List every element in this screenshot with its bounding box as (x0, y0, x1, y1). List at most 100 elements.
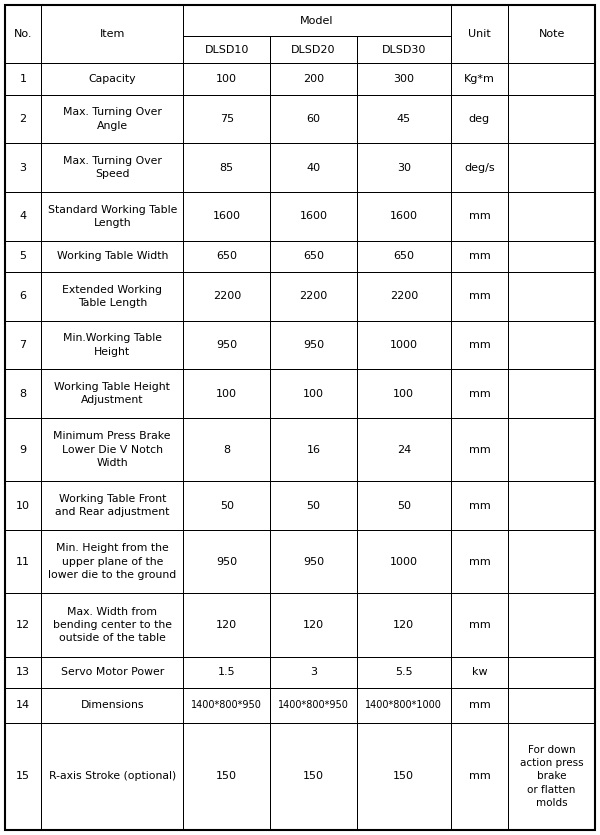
Text: Working Table Height
Adjustment: Working Table Height Adjustment (55, 382, 170, 405)
Bar (508, 530, 595, 594)
Text: DLSD30: DLSD30 (382, 45, 426, 55)
Bar (357, 36, 451, 63)
Text: 120: 120 (393, 620, 415, 630)
Text: 60: 60 (307, 114, 320, 124)
Text: 300: 300 (393, 74, 414, 84)
Bar (451, 94, 508, 144)
Text: 100: 100 (216, 74, 237, 84)
Bar (508, 481, 595, 530)
Text: 1000: 1000 (390, 557, 418, 567)
Text: 950: 950 (216, 557, 238, 567)
Text: mm: mm (469, 772, 490, 782)
Bar (508, 192, 595, 240)
Bar (41, 418, 184, 481)
Text: 650: 650 (393, 251, 414, 261)
Bar (270, 530, 357, 594)
Text: 100: 100 (303, 388, 324, 398)
Text: 30: 30 (397, 163, 411, 173)
Bar (270, 94, 357, 144)
Text: 10: 10 (16, 501, 30, 511)
Bar (5, 63, 41, 94)
Bar (357, 321, 451, 369)
Bar (184, 723, 270, 830)
Text: 950: 950 (216, 340, 238, 350)
Bar (508, 144, 595, 192)
Text: 11: 11 (16, 557, 30, 567)
Text: 14: 14 (16, 701, 30, 711)
Bar (508, 594, 595, 656)
Bar (357, 272, 451, 321)
Text: For down
action press
brake
or flatten
molds: For down action press brake or flatten m… (520, 745, 583, 807)
Text: deg: deg (469, 114, 490, 124)
Text: Working Table Front
and Rear adjustment: Working Table Front and Rear adjustment (55, 494, 169, 517)
Bar (451, 418, 508, 481)
Bar (270, 723, 357, 830)
Bar (270, 688, 357, 723)
Bar (508, 94, 595, 144)
Bar (508, 240, 595, 272)
Text: 120: 120 (216, 620, 238, 630)
Bar (41, 240, 184, 272)
Text: 85: 85 (220, 163, 234, 173)
Text: mm: mm (469, 251, 490, 261)
Text: 24: 24 (397, 445, 411, 454)
Bar (270, 369, 357, 418)
Text: 1.5: 1.5 (218, 667, 236, 677)
Text: Kg*m: Kg*m (464, 74, 495, 84)
Text: Unit: Unit (468, 29, 491, 39)
Bar (184, 272, 270, 321)
Bar (5, 481, 41, 530)
Text: 2200: 2200 (212, 291, 241, 301)
Text: DLSD10: DLSD10 (205, 45, 249, 55)
Text: kw: kw (472, 667, 487, 677)
Text: 1600: 1600 (213, 211, 241, 221)
Bar (5, 144, 41, 192)
Text: Item: Item (100, 29, 125, 39)
Bar (41, 723, 184, 830)
Bar (508, 369, 595, 418)
Text: 50: 50 (307, 501, 320, 511)
Text: 4: 4 (19, 211, 26, 221)
Bar (5, 656, 41, 688)
Bar (508, 321, 595, 369)
Text: R-axis Stroke (optional): R-axis Stroke (optional) (49, 772, 176, 782)
Bar (451, 369, 508, 418)
Bar (451, 656, 508, 688)
Bar (508, 723, 595, 830)
Text: 150: 150 (216, 772, 237, 782)
Bar (451, 5, 508, 63)
Text: 9: 9 (19, 445, 26, 454)
Text: 5: 5 (20, 251, 26, 261)
Bar (270, 63, 357, 94)
Bar (184, 240, 270, 272)
Text: Model: Model (300, 16, 334, 26)
Text: 1: 1 (20, 74, 26, 84)
Text: 100: 100 (393, 388, 414, 398)
Bar (357, 656, 451, 688)
Text: 15: 15 (16, 772, 30, 782)
Text: 150: 150 (303, 772, 324, 782)
Bar (41, 63, 184, 94)
Bar (357, 594, 451, 656)
Bar (5, 530, 41, 594)
Bar (184, 481, 270, 530)
Text: 8: 8 (223, 445, 230, 454)
Bar (41, 369, 184, 418)
Bar (5, 192, 41, 240)
Text: 1400*800*950: 1400*800*950 (278, 701, 349, 711)
Bar (41, 272, 184, 321)
Text: Servo Motor Power: Servo Motor Power (61, 667, 164, 677)
Text: 45: 45 (397, 114, 411, 124)
Bar (357, 481, 451, 530)
Text: mm: mm (469, 388, 490, 398)
Bar (184, 418, 270, 481)
Text: Minimum Press Brake
Lower Die V Notch
Width: Minimum Press Brake Lower Die V Notch Wi… (53, 432, 171, 468)
Bar (451, 723, 508, 830)
Bar (508, 656, 595, 688)
Text: Capacity: Capacity (88, 74, 136, 84)
Bar (357, 144, 451, 192)
Bar (184, 5, 451, 36)
Text: Dimensions: Dimensions (80, 701, 144, 711)
Text: 75: 75 (220, 114, 234, 124)
Bar (5, 321, 41, 369)
